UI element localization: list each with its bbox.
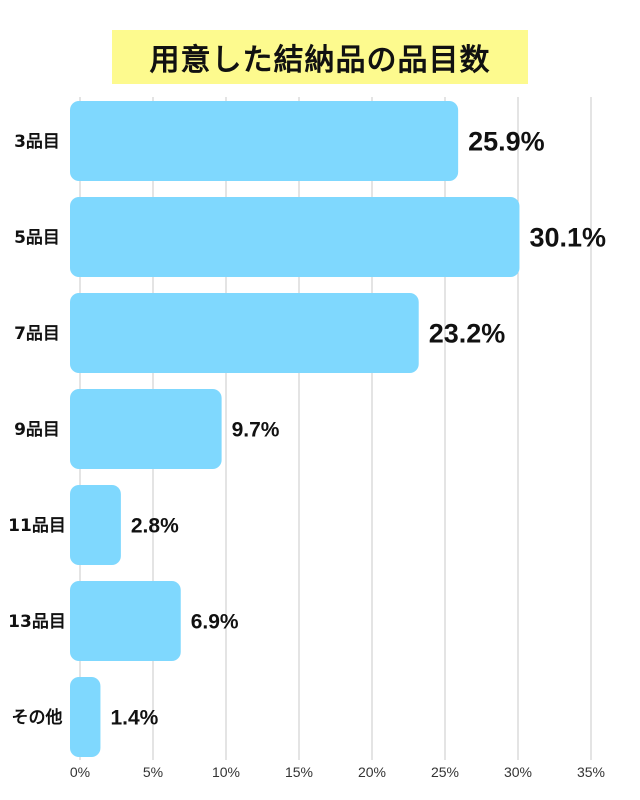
value-label: 6.9% bbox=[191, 611, 239, 634]
bar bbox=[70, 293, 419, 373]
value-label: 25.9% bbox=[468, 127, 545, 157]
value-label: 2.8% bbox=[131, 515, 179, 538]
chart-title: 用意した結納品の品目数 bbox=[149, 43, 491, 78]
bars bbox=[70, 101, 520, 757]
x-tick-label: 0% bbox=[70, 764, 90, 780]
category-label: 9品目 bbox=[14, 420, 60, 440]
category-label: 13品目 bbox=[8, 612, 66, 632]
x-tick-labels: 0% 5% 10% 15% 20% 25% 30% 35% bbox=[70, 764, 605, 780]
bar bbox=[70, 197, 520, 277]
category-label: 5品目 bbox=[14, 228, 60, 248]
bar bbox=[70, 677, 101, 757]
value-label: 30.1% bbox=[529, 223, 606, 253]
bar bbox=[70, 101, 459, 181]
x-tick-label: 10% bbox=[212, 764, 240, 780]
x-tick-label: 35% bbox=[577, 764, 605, 780]
value-label: 9.7% bbox=[232, 419, 280, 442]
value-label: 23.2% bbox=[429, 319, 506, 349]
x-tick-label: 15% bbox=[285, 764, 313, 780]
bar bbox=[70, 581, 181, 661]
category-label: 3品目 bbox=[14, 132, 60, 152]
category-label: 11品目 bbox=[8, 516, 66, 536]
chart-title-box: 用意した結納品の品目数 bbox=[112, 30, 528, 84]
bar bbox=[70, 389, 222, 469]
x-tick-label: 20% bbox=[358, 764, 386, 780]
bar bbox=[70, 485, 121, 565]
x-tick-label: 5% bbox=[143, 764, 163, 780]
value-labels: 25.9% 30.1% 23.2% 9.7% 2.8% 6.9% 1.4% bbox=[110, 127, 606, 730]
value-label: 1.4% bbox=[110, 707, 158, 730]
x-tick-label: 30% bbox=[504, 764, 532, 780]
x-tick-label: 25% bbox=[431, 764, 459, 780]
category-label: 7品目 bbox=[14, 324, 60, 344]
category-label: その他 bbox=[12, 707, 63, 728]
